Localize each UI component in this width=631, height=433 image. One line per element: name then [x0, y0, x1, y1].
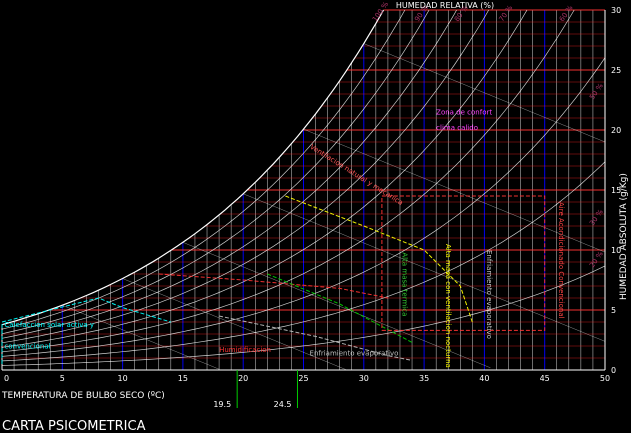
zones — [1, 195, 546, 364]
zone-label: Enfriamiento evaporativo — [310, 350, 399, 358]
wet-bulb-line — [303, 128, 606, 253]
rh-curve-90 — [1, 9, 406, 330]
rh-curve-10 — [1, 265, 606, 366]
rh-curve-30 — [1, 57, 606, 357]
rh-curve-20 — [1, 161, 606, 362]
y-tick-label: 20 — [611, 126, 621, 135]
zone-aire-acondicionado-convencional — [381, 195, 546, 331]
x-tick-label: 50 — [600, 374, 610, 383]
rh-label: 30 % — [588, 208, 605, 227]
rh-curve-80 — [1, 9, 430, 335]
wet-bulb-line — [363, 43, 606, 143]
rh-curve-100 — [1, 9, 385, 326]
y-tick-label: 25 — [611, 66, 621, 75]
rh-label: 100 % — [371, 0, 391, 23]
zone-label: Alta masa con ventilacion nocturna — [444, 244, 452, 368]
zone-label: Ventilacion natural y mecanica — [308, 143, 404, 207]
rh-curve-50 — [1, 9, 528, 348]
zone-label: Humidificacion — [219, 346, 271, 354]
rh-curve-70 — [1, 9, 457, 339]
zone-label: Zona de confort — [436, 108, 492, 116]
marker-label: 24.5 — [274, 400, 292, 409]
y-tick-label: 30 — [611, 6, 621, 15]
zone-label: Calefaccion solar activa y — [4, 321, 94, 329]
rh-curve-40 — [1, 9, 575, 353]
zone-alta-masa-con-ventilacion-nocturna — [285, 195, 473, 323]
y-tick-label: 15 — [611, 186, 621, 195]
wet-bulb-line — [122, 278, 346, 370]
zone-alta-masa-termica — [267, 273, 413, 343]
rh-curves: 100 % 90 % 80 % 70 % 60 %50 %30 %20 % — [1, 0, 606, 366]
x-tick-label: 0 — [4, 374, 9, 383]
x-tick-label: 35 — [419, 374, 429, 383]
zone-label: clima calido — [436, 124, 478, 132]
rh-label: 20 % — [588, 250, 605, 269]
marker-label: 19.5 — [213, 400, 231, 409]
y-axis-label: HUMEDAD ABSOLUTA (g/Kg) — [619, 173, 629, 300]
rh-label: 70 % — [498, 4, 515, 23]
top-label: HUMEDAD RELATIVA (%) — [396, 1, 494, 10]
x-tick-label: 40 — [479, 374, 489, 383]
wet-bulb-line — [182, 242, 491, 369]
y-tick-label: 5 — [611, 306, 616, 315]
x-tick-label: 30 — [359, 374, 369, 383]
zone-enfriamiento-evaporativo — [218, 315, 413, 361]
zone-label: Aire Acondicionado Convencional — [557, 202, 565, 319]
x-tick-label: 25 — [298, 374, 308, 383]
rh-label: 50 % — [588, 82, 605, 101]
wet-bulb-line — [62, 304, 220, 370]
x-axis-label: TEMPERATURA DE BULBO SECO (ºC) — [1, 391, 165, 401]
rh-curve-60 — [1, 9, 490, 344]
x-tick-label: 15 — [178, 374, 188, 383]
zone-label: Alta masa termica — [400, 252, 408, 316]
y-tick-label: 0 — [611, 366, 616, 375]
y-tick-label: 10 — [611, 246, 621, 255]
zone-label: convencional — [4, 342, 50, 350]
x-tick-label: 5 — [60, 374, 65, 383]
zone-label: Enfriamiento evaporativo — [485, 250, 493, 339]
x-tick-label: 10 — [118, 374, 128, 383]
x-tick-label: 20 — [238, 374, 248, 383]
x-tick-label: 45 — [540, 374, 550, 383]
chart-title: CARTA PSICOMETRICA — [2, 419, 146, 433]
